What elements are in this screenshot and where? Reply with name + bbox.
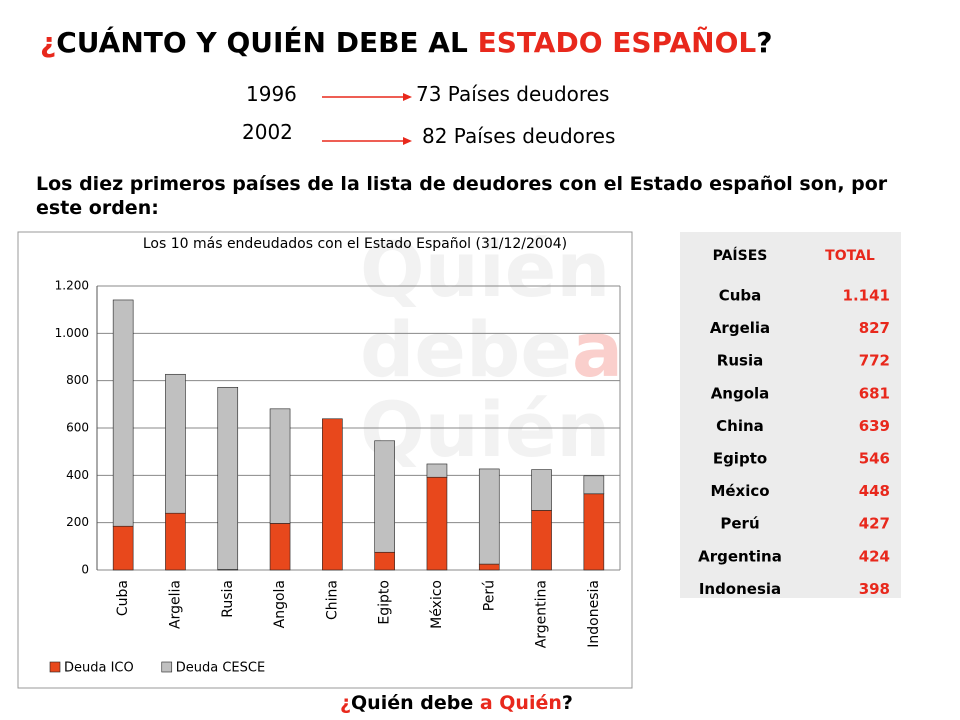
table-cell: 424	[859, 547, 890, 565]
bar-segment	[583, 493, 605, 571]
bar-segment	[583, 475, 605, 495]
x-tick-label: Argelia	[167, 580, 183, 629]
legend-swatch	[161, 661, 173, 673]
title-part: ESTADO ESPAÑOL	[477, 26, 757, 59]
bar-segment	[165, 512, 186, 571]
table-cell: 681	[859, 384, 890, 402]
x-tick-label: Perú	[481, 580, 497, 611]
watermark-line: a	[571, 305, 624, 394]
legend-label: Deuda ICO	[64, 661, 134, 676]
bar-segment	[478, 468, 500, 565]
x-tick-label: Egipto	[377, 580, 393, 625]
footer-part: ?	[561, 692, 573, 714]
table-cell: 427	[859, 515, 890, 533]
bar-segment	[426, 463, 448, 478]
watermark: Quién debea Quién	[360, 230, 623, 470]
x-tick-label: Cuba	[115, 580, 131, 616]
bar-segment	[374, 440, 395, 553]
y-tick-label: 800	[66, 373, 89, 387]
x-tick-label: China	[324, 580, 340, 620]
bar-segment	[374, 551, 395, 571]
table-cell: México	[710, 482, 769, 500]
table-cell: 1.141	[843, 287, 890, 305]
bar-segment	[217, 386, 239, 570]
y-tick-label: 0	[81, 563, 89, 577]
bar-segment	[269, 523, 291, 571]
year-text: 82 Países deudores	[422, 124, 616, 148]
table-cell: Rusia	[717, 352, 763, 370]
table-cell: 398	[859, 580, 890, 598]
bar-segment	[165, 373, 186, 514]
year: 1996	[246, 82, 297, 106]
watermark-line: debe	[360, 305, 572, 394]
x-tick-label: Indonesia	[586, 580, 602, 648]
table-cell: Egipto	[713, 450, 767, 468]
title-part: ?	[756, 26, 773, 59]
bar-segment	[322, 418, 343, 571]
bar-segment	[112, 299, 134, 527]
footer: ¿Quién debe a Quién?	[340, 692, 573, 714]
title-part: ¿	[40, 26, 57, 59]
table-cell: Indonesia	[699, 580, 781, 598]
chart-frame	[17, 231, 633, 689]
footer-part: ¿	[340, 692, 352, 714]
watermark-line: Quién	[360, 225, 611, 314]
y-tick-label: 1.000	[55, 326, 89, 340]
bar-segment	[478, 563, 500, 571]
bar-segment	[426, 476, 448, 571]
bar-segment	[269, 408, 291, 524]
y-tick-label: 600	[66, 421, 89, 435]
table-cell: 546	[859, 450, 890, 468]
x-tick-label: Angola	[272, 580, 288, 628]
chart-title: Los 10 más endeudados con el Estado Espa…	[143, 236, 567, 252]
table-cell: 639	[859, 417, 890, 435]
arrow-head	[403, 137, 412, 145]
x-tick-label: México	[429, 580, 445, 629]
bar-segment	[112, 525, 134, 571]
table-cell: Cuba	[719, 287, 762, 305]
footer-part: a Quién	[479, 692, 562, 714]
table-cell: Angola	[711, 384, 770, 402]
watermark-line: Quién	[360, 385, 611, 474]
table-cell: 448	[859, 482, 890, 500]
bar-segment	[531, 510, 552, 571]
year-text: 73 Países deudores	[416, 82, 610, 106]
table-cell: Argelia	[710, 319, 770, 337]
table-cell: 827	[859, 319, 890, 337]
year: 2002	[242, 120, 293, 144]
table-cell: Argentina	[698, 547, 782, 565]
title-part: CUÁNTO Y QUIÉN DEBE AL	[56, 26, 478, 59]
title: ¿CUÁNTO Y QUIÉN DEBE AL ESTADO ESPAÑOL?	[40, 26, 773, 59]
legend-label: Deuda CESCE	[176, 661, 265, 676]
y-tick-label: 400	[66, 468, 89, 482]
footer-part: Quién debe	[351, 692, 480, 714]
x-tick-label: Rusia	[220, 580, 236, 618]
y-tick-label: 200	[66, 515, 89, 529]
table-header: TOTAL	[825, 248, 875, 264]
table-bg	[680, 232, 901, 598]
table-header: PAÍSES	[713, 247, 768, 264]
bar-segment	[531, 469, 552, 511]
table-cell: China	[716, 417, 764, 435]
y-tick-label: 1.200	[55, 279, 89, 293]
arrow-head	[403, 93, 412, 101]
table-cell: 772	[859, 352, 890, 370]
x-tick-label: Argentina	[534, 580, 550, 648]
legend-swatch	[49, 661, 61, 673]
table-cell: Perú	[720, 515, 759, 533]
intro: Los diez primeros países de la lista de …	[36, 173, 888, 219]
